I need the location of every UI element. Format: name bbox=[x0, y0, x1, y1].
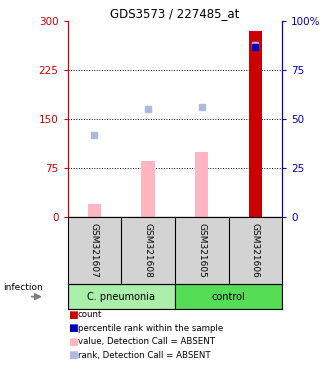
Text: control: control bbox=[212, 291, 246, 302]
Text: ■: ■ bbox=[68, 323, 78, 333]
Text: count: count bbox=[78, 310, 102, 319]
Text: ■: ■ bbox=[68, 350, 78, 360]
Text: value, Detection Call = ABSENT: value, Detection Call = ABSENT bbox=[78, 337, 214, 346]
Text: C. pneumonia: C. pneumonia bbox=[87, 291, 155, 302]
Text: GSM321605: GSM321605 bbox=[197, 223, 206, 278]
Bar bbox=[248, 31, 262, 217]
Text: ■: ■ bbox=[68, 337, 78, 347]
Text: GSM321608: GSM321608 bbox=[144, 223, 152, 278]
Title: GDS3573 / 227485_at: GDS3573 / 227485_at bbox=[110, 7, 240, 20]
Text: GSM321606: GSM321606 bbox=[251, 223, 260, 278]
Text: GSM321607: GSM321607 bbox=[90, 223, 99, 278]
Bar bbox=[88, 204, 101, 217]
Bar bbox=[141, 162, 155, 217]
Text: percentile rank within the sample: percentile rank within the sample bbox=[78, 324, 223, 333]
Bar bbox=[68, 284, 175, 309]
Text: ■: ■ bbox=[68, 310, 78, 320]
Text: infection: infection bbox=[3, 283, 43, 292]
Bar bbox=[195, 152, 209, 217]
Bar bbox=[175, 284, 282, 309]
Text: rank, Detection Call = ABSENT: rank, Detection Call = ABSENT bbox=[78, 351, 210, 360]
